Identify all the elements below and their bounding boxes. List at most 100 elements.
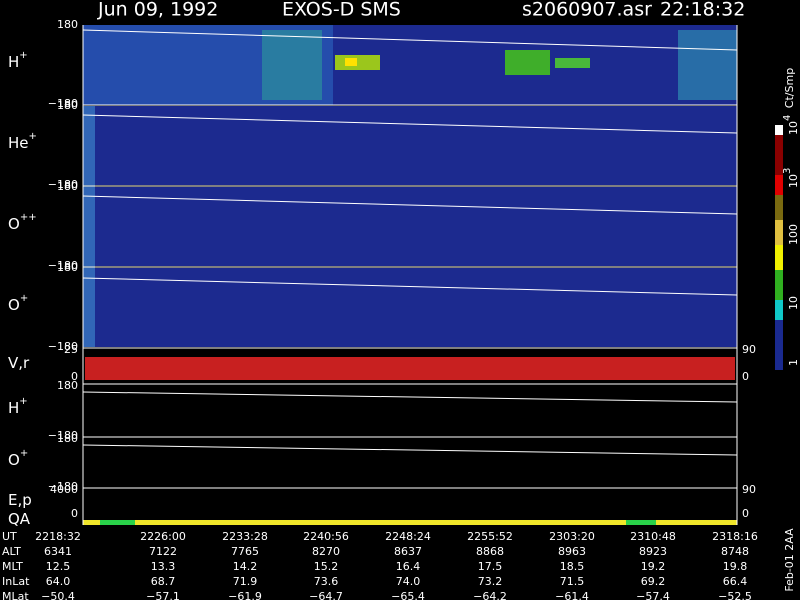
y-tick-label: 180 <box>57 99 78 112</box>
row-value: 73.6 <box>314 575 339 588</box>
row-value: 6341 <box>44 545 72 558</box>
panel-label-base: He <box>8 134 29 152</box>
file: s2060907.asr <box>522 0 652 21</box>
row-value: −61.4 <box>555 590 589 600</box>
row-value: 19.2 <box>641 560 666 573</box>
row-value: 7122 <box>149 545 177 558</box>
panel-label-sup: ++ <box>20 212 37 223</box>
row-value: 74.0 <box>396 575 421 588</box>
y-tick-label: 180 <box>57 261 78 274</box>
row-value: 7765 <box>231 545 259 558</box>
row-value: 8923 <box>639 545 667 558</box>
row-value: −50.4 <box>41 590 75 600</box>
panel-label-sup: + <box>20 293 28 304</box>
colorbar-label: 104 <box>782 115 800 135</box>
row-name: MLT <box>2 560 23 573</box>
right-tick-label: 0 <box>742 507 749 520</box>
y-tick-label: 0 <box>71 507 78 520</box>
panel-label: O+ <box>8 293 28 314</box>
row-value: 2233:28 <box>222 530 268 543</box>
row-name: InLat <box>2 575 30 588</box>
row-value: 8868 <box>476 545 504 558</box>
row-value: −57.1 <box>146 590 180 600</box>
y-tick-label: 180 <box>57 18 78 31</box>
y-tick-label: 180 <box>57 180 78 193</box>
row-name: ALT <box>2 545 21 558</box>
row-value: −52.5 <box>718 590 752 600</box>
row-name: MLat <box>2 590 29 600</box>
row-value: 18.5 <box>560 560 585 573</box>
row-value: −61.9 <box>228 590 262 600</box>
panel-label-sup: + <box>19 50 27 61</box>
row-value: 2310:48 <box>630 530 676 543</box>
panel-label: QA <box>8 510 31 528</box>
y-tick-label: 180 <box>57 432 78 445</box>
row-value: 8748 <box>721 545 749 558</box>
colorbar-label: 100 <box>787 224 800 245</box>
colorbar-label-base: 100 <box>787 224 800 245</box>
y-tick-label: −180 <box>48 259 78 272</box>
row-value: 71.9 <box>233 575 258 588</box>
row-value: 2226:00 <box>140 530 186 543</box>
colorbar-label-sup: 3 <box>782 168 793 174</box>
panel-label-base: V,r <box>8 354 30 372</box>
panel-label-base: O <box>8 215 20 233</box>
panel-label: H+ <box>8 50 28 71</box>
colorbar-label-sup: 4 <box>782 115 793 121</box>
row-value: 12.5 <box>46 560 71 573</box>
row-value: 71.5 <box>560 575 585 588</box>
panel-label-base: O <box>8 296 20 314</box>
panel-label: He+ <box>8 131 37 152</box>
row-value: 8963 <box>558 545 586 558</box>
row-value: −64.2 <box>473 590 507 600</box>
row-value: 64.0 <box>46 575 71 588</box>
panel-label: V,r <box>8 354 30 372</box>
y-tick-label: 25 <box>64 343 78 356</box>
colorbar-label: 1 <box>787 359 800 366</box>
panel-label-base: H <box>8 399 19 417</box>
row-value: 2248:24 <box>385 530 431 543</box>
y-tick-label: −180 <box>48 178 78 191</box>
panel-label-sup: + <box>20 448 28 459</box>
panel-label: O+ <box>8 448 28 469</box>
y-tick-label: −180 <box>48 340 78 353</box>
panel-label-sup: + <box>29 131 37 142</box>
row-value: 66.4 <box>723 575 748 588</box>
colorbar <box>775 125 783 370</box>
colorbar-label: 10 <box>787 296 800 310</box>
row-value: 8637 <box>394 545 422 558</box>
row-value: −57.4 <box>636 590 670 600</box>
row-value: 15.2 <box>314 560 339 573</box>
colorbar-label-base: 10 <box>787 174 800 188</box>
row-value: 68.7 <box>151 575 176 588</box>
panel-label-base: QA <box>8 510 31 528</box>
colorbar-label-base: 10 <box>787 296 800 310</box>
row-value: 2303:20 <box>549 530 595 543</box>
panel-label-base: O <box>8 451 20 469</box>
panel-label: H+ <box>8 396 28 417</box>
instrument: EXOS-D SMS <box>282 0 401 21</box>
row-name: UT <box>2 530 17 543</box>
row-value: 2255:52 <box>467 530 513 543</box>
y-tick-label: 0 <box>71 370 78 383</box>
colorbar-label-base: 1 <box>787 359 800 366</box>
row-value: 14.2 <box>233 560 258 573</box>
row-value: 73.2 <box>478 575 503 588</box>
colorbar-label-base: 10 <box>787 121 800 135</box>
row-value: −64.7 <box>309 590 343 600</box>
row-value: 16.4 <box>396 560 421 573</box>
side-note: Feb-01 2AA <box>783 528 796 592</box>
time: 22:18:32 <box>660 0 745 21</box>
right-tick-label: 90 <box>742 483 756 496</box>
panel-label-base: E,p <box>8 491 32 509</box>
colorbar-unit: Ct/Smp <box>783 68 796 108</box>
y-tick-label: 4000 <box>50 483 78 496</box>
row-value: 8270 <box>312 545 340 558</box>
y-tick-label: 180 <box>57 379 78 392</box>
row-value: 69.2 <box>641 575 666 588</box>
colorbar-label: 103 <box>782 168 800 188</box>
row-value: 13.3 <box>151 560 176 573</box>
panel-label: O++ <box>8 212 37 233</box>
right-tick-label: 90 <box>742 343 756 356</box>
